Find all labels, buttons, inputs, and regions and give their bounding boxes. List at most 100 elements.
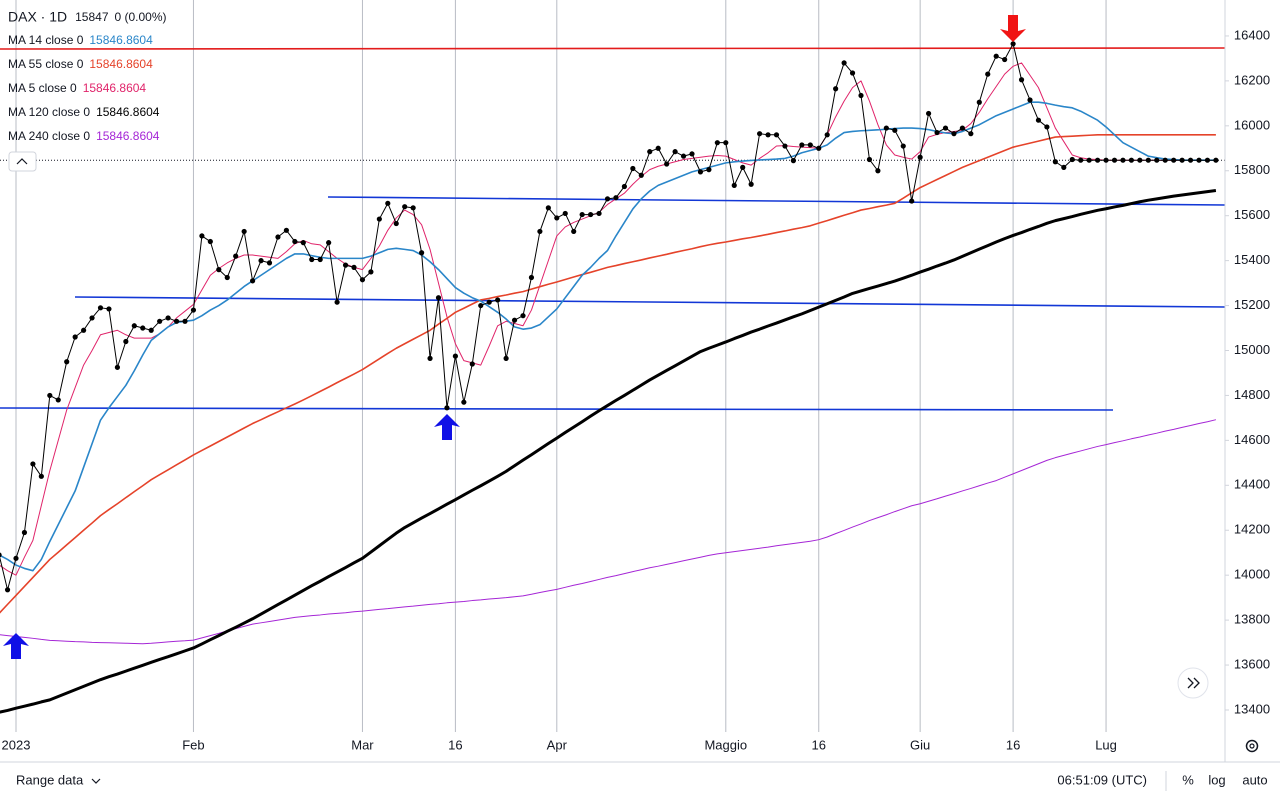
price-point <box>1018 77 1025 83</box>
y-tick-label: 15200 <box>1234 297 1270 312</box>
price-point <box>342 262 349 268</box>
y-tick-label: 14600 <box>1234 432 1270 447</box>
series-line <box>0 62 1216 576</box>
price-point <box>241 228 247 235</box>
price-point <box>326 240 332 246</box>
chart-title: DAX · 1D <box>8 9 67 25</box>
price-point <box>385 200 391 206</box>
price-point <box>537 228 543 235</box>
price-point <box>833 86 839 92</box>
y-tick-label: 13400 <box>1234 701 1270 716</box>
price-point <box>959 125 966 131</box>
price-point <box>157 318 163 324</box>
price-point <box>503 355 509 361</box>
x-tick-label: 16 <box>448 737 462 752</box>
price-point <box>934 129 940 136</box>
price-point <box>1027 97 1033 103</box>
price-point <box>807 142 813 148</box>
price-point <box>376 216 382 222</box>
price-point <box>4 587 11 593</box>
price-point <box>1086 157 1092 163</box>
collapse-button[interactable] <box>8 151 37 172</box>
price-point <box>258 258 264 264</box>
percent-toggle[interactable]: % <box>1182 772 1194 787</box>
legend-value: 15846.8604 <box>83 81 147 95</box>
price-point <box>773 132 780 138</box>
price-point <box>1103 157 1109 163</box>
price-point <box>765 132 771 138</box>
price-point <box>1179 157 1185 163</box>
price-point <box>123 338 129 345</box>
price-point <box>1010 41 1016 47</box>
price-point <box>917 154 923 160</box>
price-point <box>841 60 847 66</box>
price-point <box>435 295 442 301</box>
down-arrow <box>1000 15 1026 42</box>
price-point <box>909 198 915 204</box>
price-point <box>1095 157 1101 163</box>
price-point <box>1204 157 1211 163</box>
price-point <box>976 99 982 105</box>
price-point <box>511 317 518 323</box>
legend-value: 15846.8604 <box>96 129 160 143</box>
y-tick-label: 14400 <box>1234 477 1270 492</box>
price-point <box>1069 156 1075 163</box>
price-point <box>1052 159 1058 165</box>
plot-area <box>0 41 1225 714</box>
price-point <box>655 145 661 151</box>
price-point <box>621 183 628 190</box>
price-point <box>816 145 822 151</box>
legend-value: 15846.8604 <box>89 33 153 47</box>
x-tick-label: Giu <box>910 737 930 752</box>
up-arrow <box>434 414 460 440</box>
price-point <box>1162 157 1168 163</box>
range-button[interactable]: Range data <box>16 772 84 787</box>
price-point <box>1035 117 1042 123</box>
y-tick-label: 13600 <box>1234 656 1270 671</box>
price-point <box>1061 164 1067 170</box>
price-point <box>588 211 594 218</box>
price-point <box>97 305 104 311</box>
range-chevron <box>91 778 101 784</box>
price-point <box>824 132 830 138</box>
price-point <box>875 168 881 174</box>
price-point <box>520 313 526 319</box>
y-tick-label: 16400 <box>1234 27 1270 42</box>
price-point <box>706 167 712 173</box>
price-point <box>1128 157 1134 163</box>
price-point <box>630 165 636 172</box>
legend-value: 15846.8604 <box>96 105 160 119</box>
price-point <box>55 397 61 403</box>
series-line <box>0 419 1217 645</box>
price-point <box>131 323 137 329</box>
log-toggle[interactable]: log <box>1208 772 1225 787</box>
y-tick-label: 16200 <box>1234 72 1270 87</box>
price-point <box>697 169 704 175</box>
price-point <box>469 361 475 367</box>
price-point <box>571 228 577 235</box>
price-point <box>402 204 408 210</box>
auto-toggle[interactable]: auto <box>1242 772 1267 787</box>
grid-layer <box>15 0 1107 732</box>
resistance-line <box>0 47 1225 50</box>
price-point <box>452 353 458 359</box>
price-point <box>757 131 763 137</box>
price-point <box>300 240 306 246</box>
settings-button[interactable] <box>1245 739 1259 753</box>
y-tick-label: 15800 <box>1234 162 1270 177</box>
price-point <box>1044 124 1050 130</box>
price-point <box>275 234 281 240</box>
price-point <box>528 274 535 281</box>
price-point <box>714 140 720 146</box>
price-point <box>554 215 560 221</box>
y-tick-label: 15400 <box>1234 252 1270 267</box>
price-point <box>89 315 95 321</box>
price-point <box>562 210 568 217</box>
price-point <box>478 302 484 309</box>
series-line <box>0 101 1216 572</box>
trend-lines <box>0 47 1225 411</box>
price-point <box>993 53 999 59</box>
price-point <box>393 220 399 227</box>
